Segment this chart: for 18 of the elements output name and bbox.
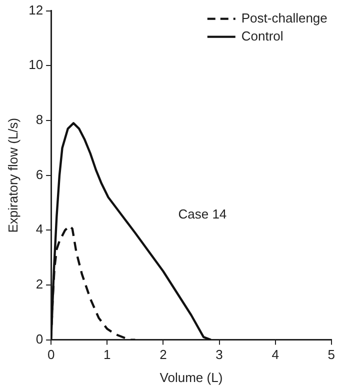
- y-tick-label: 2: [36, 276, 44, 292]
- legend-label: Post-challenge: [241, 10, 328, 26]
- y-tick-label: 8: [36, 112, 44, 128]
- annotation: Case 14: [178, 206, 227, 222]
- legend-label: Control: [241, 28, 284, 44]
- x-tick-label: 0: [47, 347, 55, 362]
- y-tick-label: 10: [28, 57, 44, 72]
- y-axis-title: Expiratory flow (L/s): [5, 118, 20, 233]
- x-tick-label: 4: [272, 347, 279, 362]
- x-tick-label: 5: [328, 347, 335, 362]
- x-axis-title: Volume (L): [160, 370, 223, 385]
- x-tick-label: 3: [216, 347, 223, 362]
- y-tick-label: 12: [28, 2, 44, 18]
- y-tick-label: 4: [36, 222, 44, 237]
- x-tick-label: 1: [104, 347, 111, 362]
- y-tick-label: 0: [36, 331, 44, 346]
- x-tick-label: 2: [160, 347, 167, 362]
- y-tick-label: 6: [36, 166, 44, 182]
